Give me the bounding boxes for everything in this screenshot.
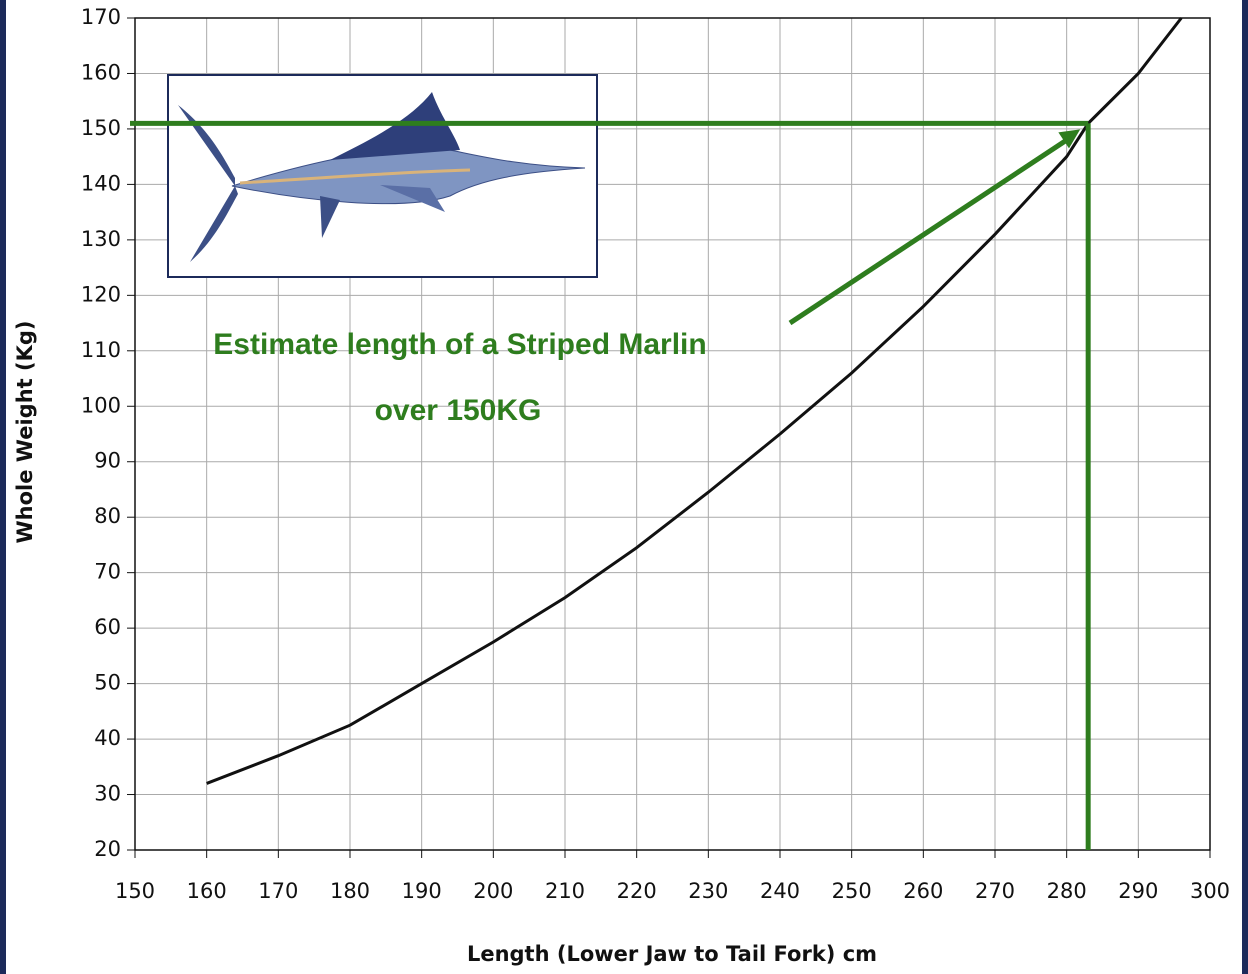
y-tick-label: 170: [81, 5, 121, 29]
x-tick-label: 260: [903, 879, 943, 903]
arrow: [788, 138, 1068, 326]
x-tick-label: 180: [330, 879, 370, 903]
y-tick-label: 20: [94, 837, 121, 861]
fish-picture: [167, 74, 598, 278]
data-line: [206, 17, 1183, 785]
x-tick-label: 300: [1190, 879, 1230, 903]
annotation: over 150KG: [375, 394, 542, 427]
x-tick-label: 250: [832, 879, 872, 903]
x-tick-label: 280: [1047, 879, 1087, 903]
x-tick-label: 170: [258, 879, 298, 903]
x-tick-label: 200: [473, 879, 513, 903]
x-tick-label: 150: [115, 879, 155, 903]
plot-frame: [134, 17, 1211, 851]
y-tick-label: 160: [81, 60, 121, 84]
x-tick-label: 230: [688, 879, 728, 903]
border: [1242, 0, 1248, 974]
arrow-head: [1058, 129, 1081, 149]
y-tick-label: 30: [94, 782, 121, 806]
y-tick-label: 150: [81, 116, 121, 140]
y-tick-label: 100: [81, 393, 121, 417]
x-tick-label: 190: [402, 879, 442, 903]
y-tick-label: 90: [94, 449, 121, 473]
y-tick-label: 60: [94, 615, 121, 639]
x-tick-label: 160: [187, 879, 227, 903]
y-tick-label: 140: [81, 171, 121, 195]
y-axis-label: Whole Weight (Kg): [13, 321, 37, 544]
y-tick-label: 70: [94, 560, 121, 584]
y-tick-label: 110: [81, 338, 121, 362]
border: [0, 0, 6, 974]
y-tick-label: 130: [81, 227, 121, 251]
y-tick-label: 40: [94, 726, 121, 750]
y-tick-label: 80: [94, 504, 121, 528]
x-axis-label: Length (Lower Jaw to Tail Fork) cm: [467, 942, 877, 966]
y-tick-label: 120: [81, 282, 121, 306]
x-tick-label: 270: [975, 879, 1015, 903]
x-tick-label: 240: [760, 879, 800, 903]
x-tick-label: 290: [1118, 879, 1158, 903]
x-tick-label: 220: [617, 879, 657, 903]
y-tick-label: 50: [94, 671, 121, 695]
annotation: Estimate length of a Striped Marlin: [213, 328, 706, 361]
x-tick-label: 210: [545, 879, 585, 903]
